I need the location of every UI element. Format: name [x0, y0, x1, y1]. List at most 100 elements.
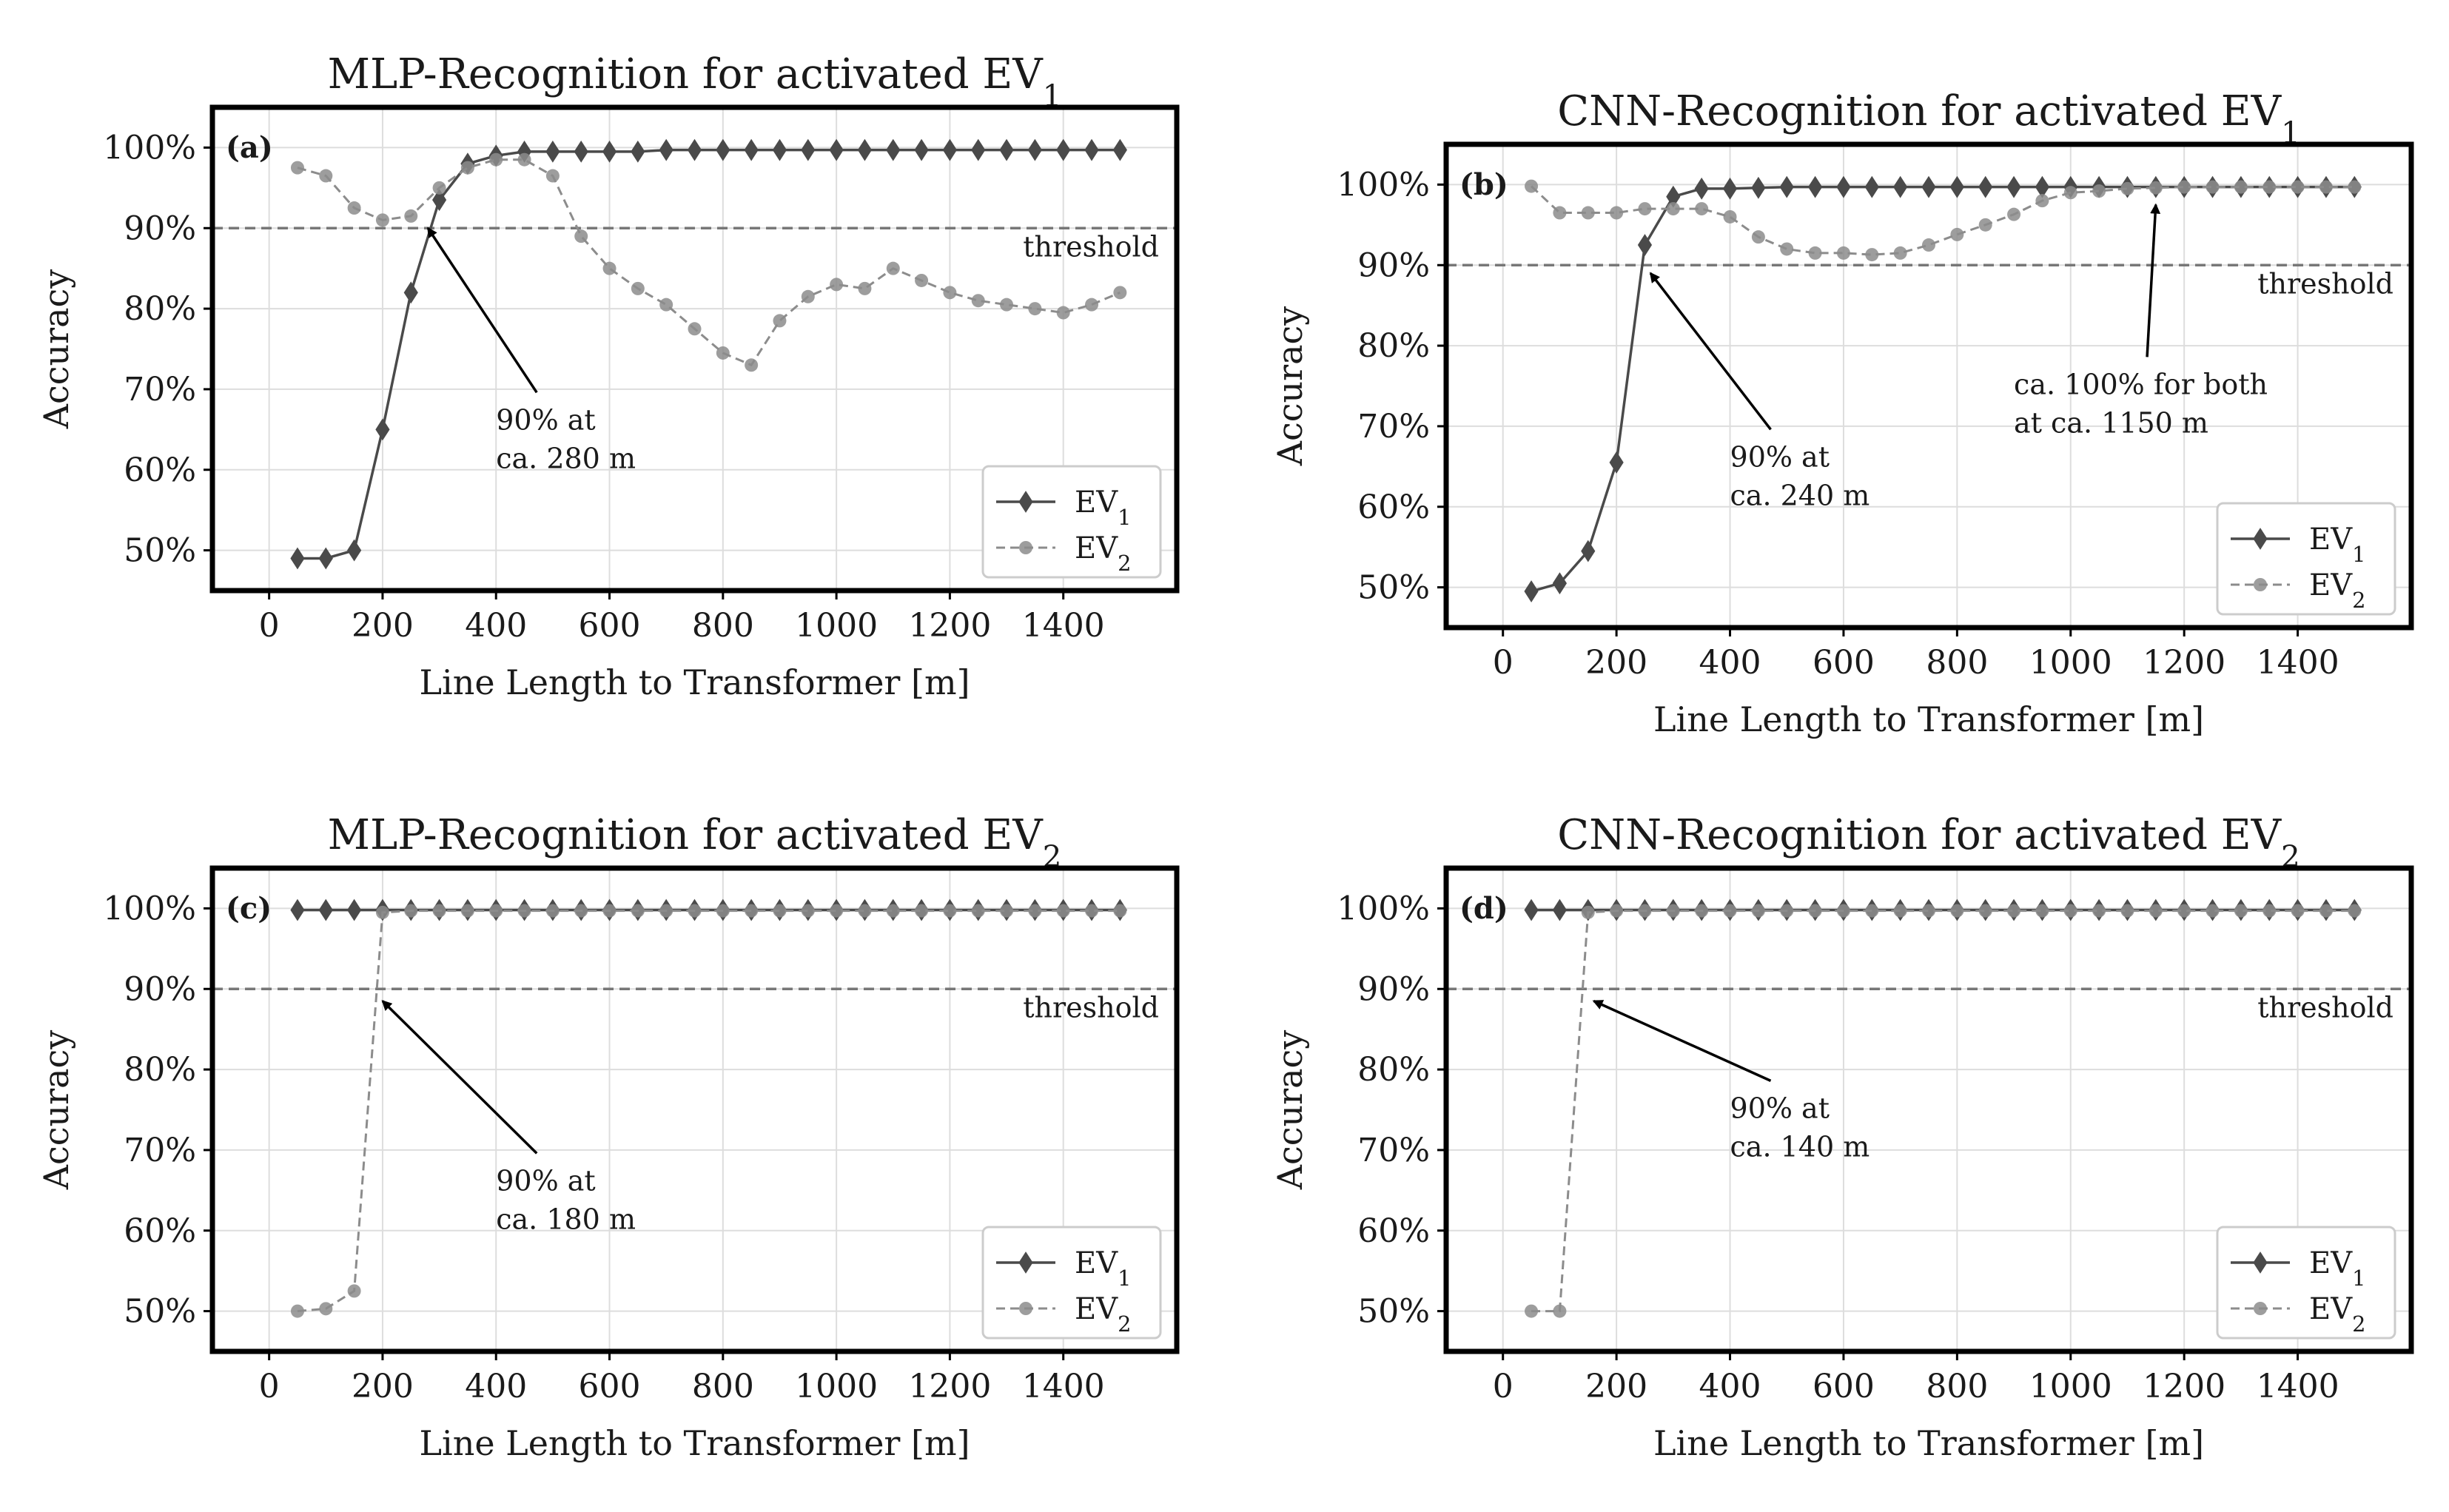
data-point-ev2	[1000, 904, 1014, 918]
data-point-ev2	[1751, 230, 1765, 244]
data-point-ev1	[1112, 138, 1127, 161]
annotation-text: 90% at	[1730, 1092, 1830, 1124]
data-point-ev1	[318, 898, 333, 921]
data-point-ev2	[319, 1302, 333, 1316]
data-point-ev2	[1113, 286, 1127, 300]
annotation: 90% at ca. 140 m	[1592, 999, 1869, 1163]
data-point-ev2	[2262, 180, 2277, 194]
data-point-ev2	[460, 161, 474, 175]
data-point-ev2	[659, 298, 673, 312]
y-tick-label: 100%	[103, 129, 196, 167]
y-tick-label: 90%	[1357, 970, 1430, 1008]
data-point-ev1	[347, 539, 362, 562]
chart-title-main: CNN-Recognition for activated EV	[1557, 811, 2282, 859]
data-point-ev2	[1723, 904, 1737, 918]
legend-label-ev2-main: EV	[2309, 568, 2353, 602]
series-line-ev2	[1531, 185, 2355, 256]
data-point-ev2	[545, 904, 560, 918]
y-tick-label: 60%	[1357, 1212, 1430, 1250]
data-point-ev2	[745, 358, 759, 372]
data-point-ev1	[1722, 177, 1738, 200]
data-point-ev2	[1553, 1304, 1567, 1318]
legend-label-ev1-main: EV	[1075, 1246, 1118, 1280]
legend-box	[981, 465, 1162, 579]
data-point-ev2	[1808, 246, 1822, 260]
data-point-ev2	[773, 904, 787, 918]
data-point-ev2	[2120, 181, 2134, 195]
data-point-ev2	[319, 169, 333, 183]
annotation-arrow	[426, 226, 538, 394]
legend-label-ev1: EV1	[1075, 1246, 1131, 1291]
data-point-ev2	[1978, 218, 1992, 232]
data-point-ev2	[290, 161, 304, 175]
chart-title-main: CNN-Recognition for activated EV	[1557, 87, 2282, 135]
data-point-ev2	[1865, 248, 1879, 262]
data-point-ev1	[716, 138, 730, 161]
axes-frame	[1443, 865, 2414, 1354]
data-point-ev2	[745, 904, 759, 918]
x-tick-label: 400	[465, 607, 527, 645]
data-point-ev2	[2234, 904, 2248, 918]
x-tick-label: 400	[1699, 1368, 1761, 1405]
legend-label-ev2-main: EV	[2309, 1292, 2353, 1326]
data-point-ev1	[631, 140, 645, 163]
y-tick-label: 50%	[124, 1293, 196, 1331]
data-point-ev1	[1027, 138, 1042, 161]
data-point-ev2	[2149, 181, 2163, 195]
annotation: 90% at ca. 240 m	[1649, 272, 1869, 511]
data-point-ev1	[1978, 175, 1993, 198]
data-point-ev2	[2319, 180, 2333, 194]
y-tick-label: 80%	[1357, 1051, 1430, 1089]
x-tick-label: 1200	[908, 607, 991, 645]
data-point-ev1	[659, 138, 673, 161]
legend-marker-ev1	[2253, 528, 2268, 550]
x-tick-label: 400	[465, 1368, 527, 1405]
x-tick-label: 1000	[795, 607, 878, 645]
chart-title: CNN-Recognition for activated EV2	[1557, 811, 2299, 874]
data-point-ev2	[460, 904, 474, 918]
data-point-ev2	[915, 904, 929, 918]
x-tick-label: 1200	[2143, 644, 2225, 682]
x-tick-label: 600	[1813, 1368, 1875, 1405]
series-ev2	[1525, 904, 2362, 1318]
data-point-ev2	[830, 904, 844, 918]
data-point-ev2	[2291, 904, 2305, 918]
legend-label-ev2-main: EV	[1075, 1292, 1118, 1326]
legend-marker-ev1	[2253, 1251, 2268, 1274]
data-point-ev2	[1922, 904, 1935, 918]
data-point-ev1	[1524, 898, 1539, 921]
x-tick-label: 0	[259, 607, 280, 645]
data-point-ev1	[431, 189, 447, 212]
series-ev2	[1525, 179, 2362, 262]
data-point-ev1	[829, 138, 844, 161]
data-point-ev2	[1610, 206, 1624, 220]
data-point-ev1	[1864, 175, 1879, 198]
data-point-ev2	[602, 261, 617, 275]
data-point-ev2	[943, 286, 957, 300]
legend-label-ev2: EV2	[2309, 568, 2365, 613]
legend-label-ev2: EV2	[1075, 1292, 1131, 1337]
data-point-ev2	[830, 278, 844, 292]
legend-label-ev2-main: EV	[1075, 531, 1118, 565]
data-point-ev2	[432, 904, 446, 918]
y-axis-label: Accuracy	[36, 1030, 76, 1191]
legend-box	[2216, 1226, 2396, 1340]
data-point-ev2	[886, 904, 900, 918]
data-point-ev2	[659, 904, 673, 918]
data-point-ev2	[801, 904, 815, 918]
y-tick-label: 100%	[1337, 890, 1430, 927]
data-point-ev1	[914, 138, 929, 161]
data-point-ev2	[1808, 904, 1822, 918]
x-tick-label: 1200	[908, 1368, 991, 1405]
y-tick-label: 70%	[1357, 408, 1430, 446]
legend-box	[2216, 502, 2396, 616]
data-point-ev2	[2092, 184, 2106, 198]
data-point-ev2	[290, 1304, 304, 1318]
data-point-ev2	[716, 346, 730, 360]
data-point-ev2	[1581, 905, 1595, 919]
data-point-ev1	[403, 281, 418, 304]
y-tick-label: 70%	[124, 1132, 196, 1169]
data-point-ev2	[517, 152, 531, 167]
data-point-ev1	[290, 898, 305, 921]
